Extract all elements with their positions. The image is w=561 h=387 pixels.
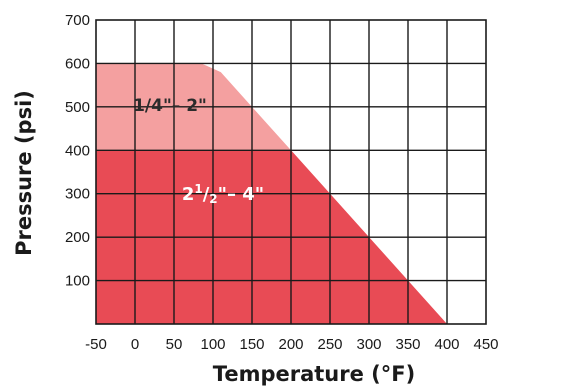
y-tick-label: 400 bbox=[65, 142, 90, 159]
chart-grid bbox=[96, 20, 486, 324]
label-denominator: 2 bbox=[209, 192, 217, 206]
y-axis-ticks: 100 200 300 400 500 600 700 bbox=[65, 12, 90, 290]
y-tick-label: 300 bbox=[65, 186, 90, 203]
x-tick-label: 450 bbox=[473, 336, 498, 353]
y-tick-label: 600 bbox=[65, 55, 90, 72]
region-label-small-sizes: 1/4"– 2" bbox=[133, 96, 207, 116]
x-tick-label: 100 bbox=[200, 336, 225, 353]
x-tick-label: 350 bbox=[395, 336, 420, 353]
y-axis-label: Pressure (psi) bbox=[12, 90, 36, 256]
x-axis-label: Temperature (°F) bbox=[213, 362, 415, 386]
y-tick-label: 100 bbox=[65, 273, 90, 290]
y-tick-label: 700 bbox=[65, 12, 90, 29]
label-slash: / bbox=[203, 184, 210, 205]
y-tick-label: 200 bbox=[65, 229, 90, 246]
x-tick-label: 150 bbox=[239, 336, 264, 353]
label-whole: 2 bbox=[182, 184, 195, 205]
plot-frame bbox=[95, 19, 487, 325]
x-tick-label: 250 bbox=[317, 336, 342, 353]
x-tick-label: 300 bbox=[356, 336, 381, 353]
x-axis-ticks: -50 0 50 100 150 200 250 300 350 400 450 bbox=[85, 336, 498, 353]
plot-border bbox=[95, 19, 487, 325]
label-numerator: 1 bbox=[194, 182, 202, 196]
region-label-large-sizes: 21/2"– 4" bbox=[182, 182, 264, 206]
x-tick-label: 50 bbox=[166, 336, 183, 353]
x-tick-label: -50 bbox=[85, 336, 107, 353]
y-tick-label: 500 bbox=[65, 99, 90, 116]
label-rest: "– 4" bbox=[218, 184, 265, 205]
x-tick-label: 400 bbox=[434, 336, 459, 353]
x-tick-label: 200 bbox=[278, 336, 303, 353]
x-tick-label: 0 bbox=[131, 336, 139, 353]
